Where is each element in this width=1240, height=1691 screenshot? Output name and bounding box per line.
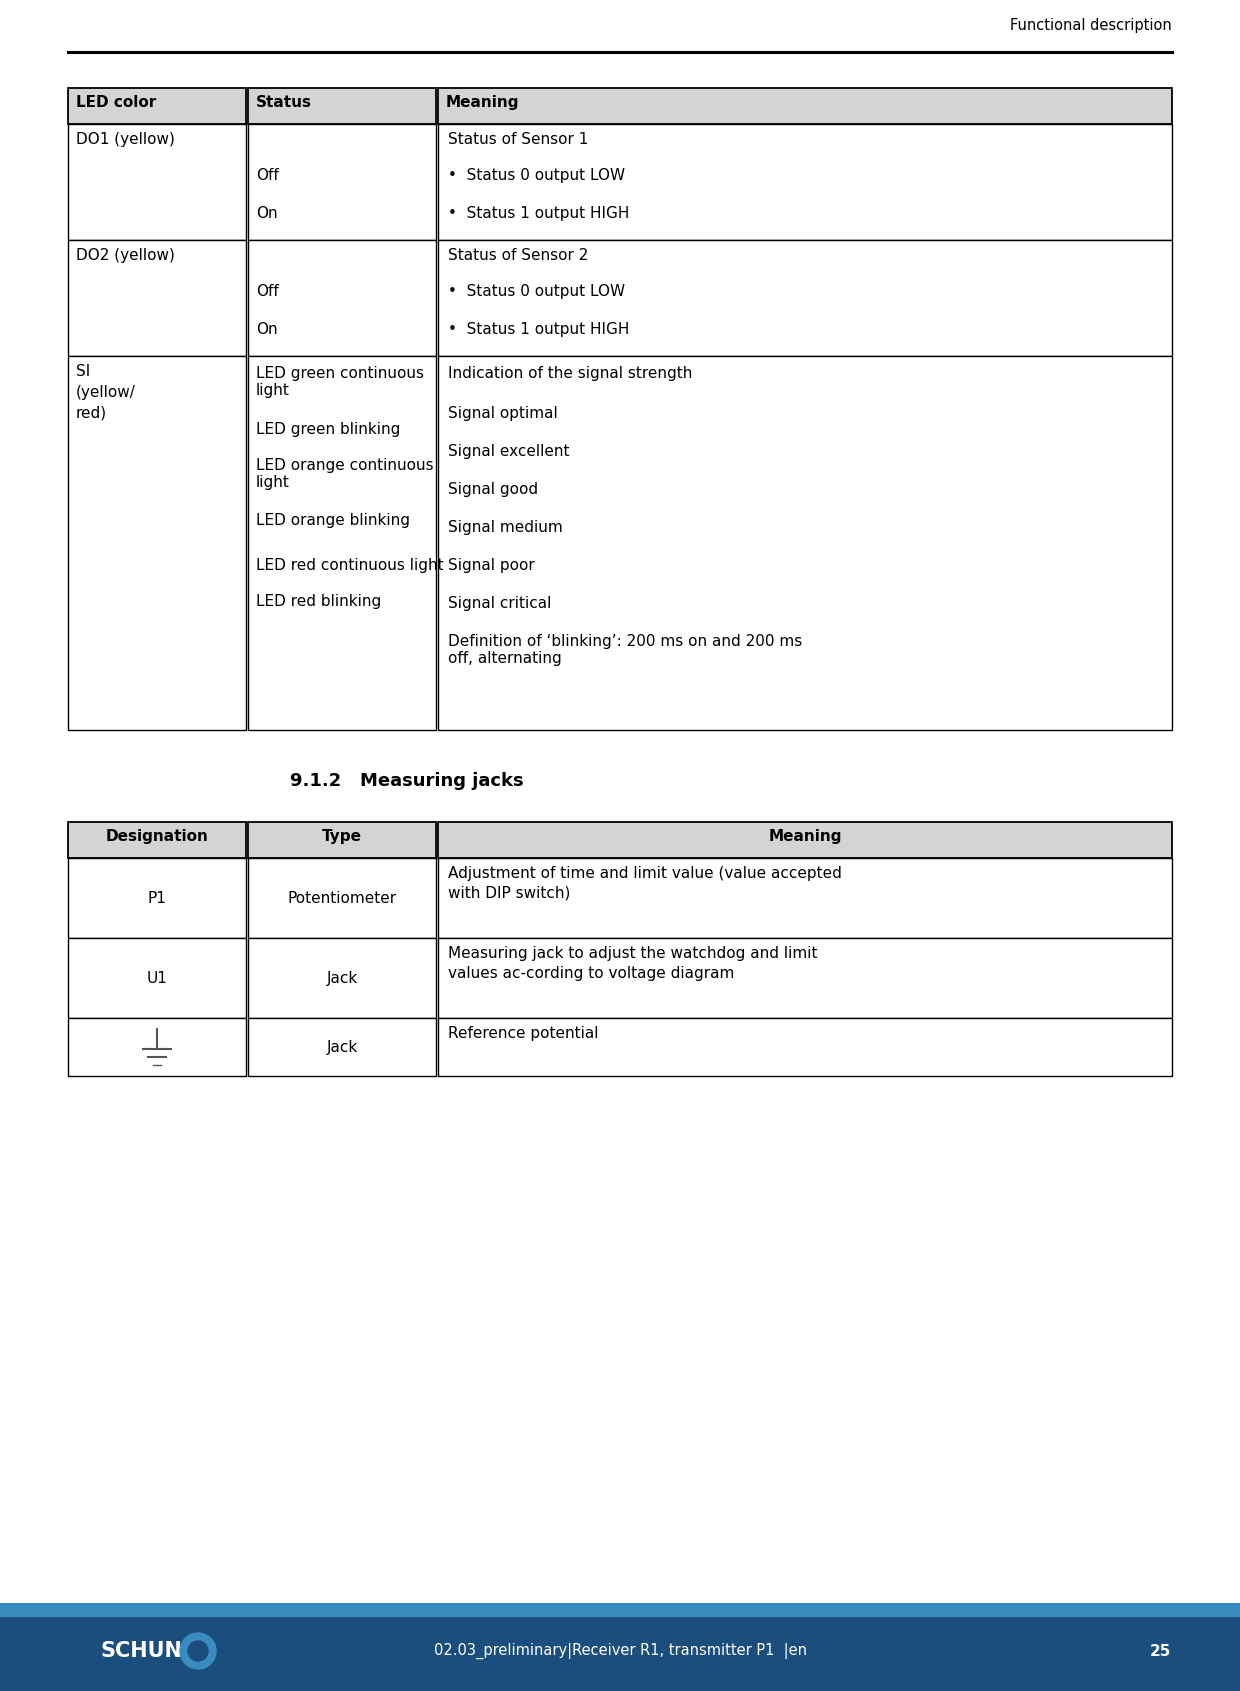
Text: DO1 (yellow): DO1 (yellow) [76, 132, 175, 147]
Bar [248, 1018, 436, 1075]
Text: SCHUNK: SCHUNK [100, 1640, 198, 1661]
Circle shape [180, 1634, 216, 1669]
Text: Meaning: Meaning [446, 95, 520, 110]
Text: LED red continuous light: LED red continuous light [255, 558, 444, 573]
Text: 25: 25 [1149, 1644, 1171, 1659]
Bar [68, 357, 246, 731]
Text: 02.03_preliminary|Receiver R1, transmitter P1  |en: 02.03_preliminary|Receiver R1, transmitt… [434, 1644, 806, 1659]
Text: LED orange blinking: LED orange blinking [255, 512, 410, 528]
Text: Signal medium: Signal medium [448, 521, 563, 534]
Text: Status of Sensor 2: Status of Sensor 2 [448, 249, 588, 264]
Text: Off: Off [255, 167, 279, 183]
Text: SI
(yellow/
red): SI (yellow/ red) [76, 364, 136, 421]
Bar [438, 88, 1172, 123]
Bar [438, 822, 1172, 857]
Text: Status: Status [255, 95, 312, 110]
Bar [248, 88, 436, 123]
Text: Type: Type [322, 829, 362, 844]
Bar [248, 123, 436, 240]
Text: Signal critical: Signal critical [448, 595, 552, 610]
Text: LED green blinking: LED green blinking [255, 423, 401, 436]
Bar [68, 1018, 246, 1075]
Bar [248, 939, 436, 1018]
Text: U1: U1 [146, 971, 167, 986]
Text: Functional description: Functional description [1011, 19, 1172, 34]
Bar [68, 240, 246, 357]
Text: Reference potential: Reference potential [448, 1026, 599, 1042]
Text: •  Status 1 output HIGH: • Status 1 output HIGH [448, 206, 630, 222]
Text: Indication of the signal strength: Indication of the signal strength [448, 365, 692, 380]
Bar [248, 822, 436, 857]
Bar [438, 1018, 1172, 1075]
Bar [68, 857, 246, 939]
Bar [438, 123, 1172, 240]
Bar [438, 240, 1172, 357]
Text: Meaning: Meaning [769, 829, 842, 844]
Text: LED color: LED color [76, 95, 156, 110]
Bar [438, 357, 1172, 731]
Text: •  Status 1 output HIGH: • Status 1 output HIGH [448, 323, 630, 337]
Bar [0, 1603, 1240, 1617]
Text: Measuring jack to adjust the watchdog and limit
values ac-cording to voltage dia: Measuring jack to adjust the watchdog an… [448, 945, 817, 981]
Text: On: On [255, 206, 278, 222]
Bar [68, 88, 246, 123]
Text: •  Status 0 output LOW: • Status 0 output LOW [448, 284, 625, 299]
Text: Designation: Designation [105, 829, 208, 844]
Text: Jack: Jack [326, 971, 357, 986]
Bar [248, 240, 436, 357]
Bar [248, 357, 436, 731]
Text: P1: P1 [148, 891, 166, 906]
Text: Potentiometer: Potentiometer [288, 891, 397, 906]
Text: Off: Off [255, 284, 279, 299]
Text: On: On [255, 323, 278, 337]
Text: DO2 (yellow): DO2 (yellow) [76, 249, 175, 264]
Text: Jack: Jack [326, 1040, 357, 1055]
Text: Signal excellent: Signal excellent [448, 445, 569, 458]
Bar [68, 123, 246, 240]
Bar [68, 822, 246, 857]
Text: Status of Sensor 1: Status of Sensor 1 [448, 132, 588, 147]
Text: Signal optimal: Signal optimal [448, 406, 558, 421]
Bar [68, 939, 246, 1018]
Text: LED red blinking: LED red blinking [255, 594, 381, 609]
Bar [0, 1617, 1240, 1691]
Bar [438, 939, 1172, 1018]
Circle shape [188, 1640, 208, 1661]
Text: LED green continuous
light: LED green continuous light [255, 365, 424, 399]
Text: Signal good: Signal good [448, 482, 538, 497]
Bar [438, 857, 1172, 939]
Text: 9.1.2   Measuring jacks: 9.1.2 Measuring jacks [290, 773, 523, 790]
Bar [248, 857, 436, 939]
Text: •  Status 0 output LOW: • Status 0 output LOW [448, 167, 625, 183]
Text: Signal poor: Signal poor [448, 558, 534, 573]
Text: LED orange continuous
light: LED orange continuous light [255, 458, 434, 490]
Text: Adjustment of time and limit value (value accepted
with DIP switch): Adjustment of time and limit value (valu… [448, 866, 842, 901]
Text: Definition of ‘blinking’: 200 ms on and 200 ms
off, alternating: Definition of ‘blinking’: 200 ms on and … [448, 634, 802, 666]
